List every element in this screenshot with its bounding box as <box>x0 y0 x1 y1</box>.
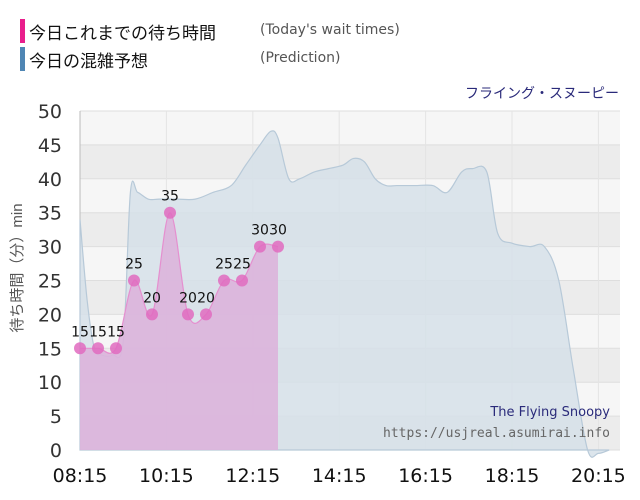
y-tick-label: 15 <box>38 338 62 360</box>
legend: 今日これまでの待ち時間 (Today's wait times) 今日の混雑予想… <box>20 18 440 74</box>
data-point <box>164 206 176 219</box>
data-label: 25 <box>215 257 233 273</box>
y-tick-label: 20 <box>38 304 62 326</box>
actual-points <box>74 206 284 355</box>
data-point <box>128 274 140 287</box>
data-label: 25 <box>125 257 143 273</box>
data-label: 20 <box>143 290 161 306</box>
x-tick-label: 08:15 <box>53 465 108 487</box>
x-tick-label: 12:15 <box>225 465 280 487</box>
data-label: 30 <box>269 223 287 239</box>
x-tick-label: 20:15 <box>571 465 626 487</box>
watermark-title: The Flying Snoopy <box>489 405 610 420</box>
y-tick-label: 0 <box>50 440 62 462</box>
y-tick-label: 25 <box>38 271 62 293</box>
data-point <box>110 342 122 355</box>
watermark-url: https://usjreal.asumirai.info <box>383 426 610 441</box>
data-label: 15 <box>71 324 89 340</box>
data-label: 15 <box>107 324 125 340</box>
data-point <box>200 308 212 321</box>
actual-area <box>80 212 278 450</box>
data-point <box>92 342 104 355</box>
legend-label-actual: 今日これまでの待ち時間 <box>29 24 216 44</box>
data-label: 15 <box>89 324 107 340</box>
attraction-name: フライング・スヌーピー <box>465 86 619 102</box>
y-tick-label: 50 <box>38 101 62 123</box>
data-label: 30 <box>251 223 269 239</box>
legend-sublabel-prediction: (Prediction) <box>260 50 341 66</box>
y-tick-label: 35 <box>38 203 62 225</box>
legend-item-actual[interactable]: 今日これまでの待ち時間 (Today's wait times) <box>20 18 440 46</box>
data-point <box>254 240 266 253</box>
x-tick-label: 14:15 <box>312 465 367 487</box>
data-point <box>74 342 86 355</box>
legend-item-prediction[interactable]: 今日の混雑予想 (Prediction) <box>20 46 440 74</box>
x-axis-ticks: 08:15 10:15 12:15 14:15 16:15 18:15 20:15 <box>53 465 626 487</box>
legend-label-prediction: 今日の混雑予想 <box>29 52 148 72</box>
data-label: 35 <box>161 189 179 205</box>
legend-swatch-actual <box>20 19 25 43</box>
data-label: 20 <box>197 290 215 306</box>
y-tick-label: 45 <box>38 135 62 157</box>
y-tick-label: 30 <box>38 237 62 259</box>
legend-swatch-prediction <box>20 47 25 71</box>
y-tick-label: 40 <box>38 169 62 191</box>
y-axis-label: 待ち時間（分）min <box>9 203 26 332</box>
data-point <box>182 308 194 321</box>
data-point <box>218 274 230 287</box>
y-axis-ticks: 0 5 10 15 20 25 30 35 40 45 50 <box>38 101 62 462</box>
data-label: 25 <box>233 257 251 273</box>
data-point <box>236 274 248 287</box>
x-tick-label: 16:15 <box>398 465 453 487</box>
data-point <box>272 240 284 253</box>
data-point <box>146 308 158 321</box>
data-label: 20 <box>179 290 197 306</box>
x-tick-label: 10:15 <box>139 465 194 487</box>
legend-sublabel-actual: (Today's wait times) <box>260 22 400 38</box>
x-tick-label: 18:15 <box>485 465 540 487</box>
grid-band <box>80 111 620 145</box>
y-tick-label: 5 <box>50 406 62 428</box>
y-tick-label: 10 <box>38 372 62 394</box>
